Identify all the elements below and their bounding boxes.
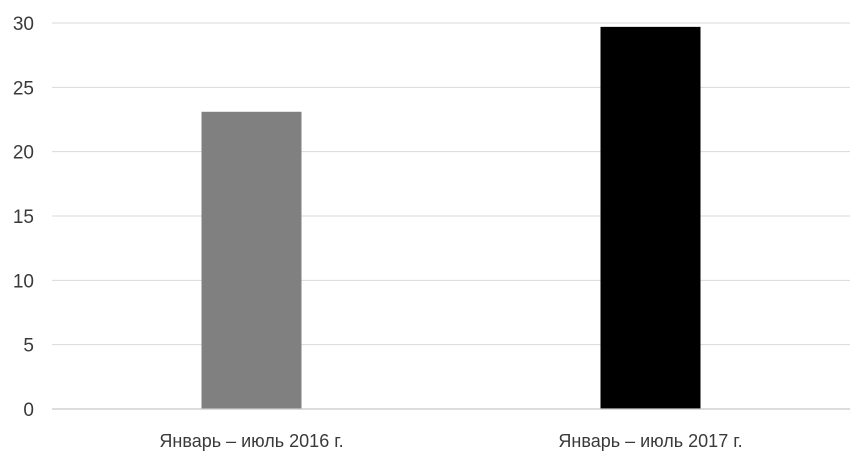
bars	[201, 26, 701, 410]
y-tick-label: 0	[23, 400, 34, 421]
y-axis-tick-labels: 0 5 10 15 20 25 30	[13, 14, 34, 421]
x-tick-label: Январь – июль 2017 г.	[558, 431, 742, 451]
y-tick-label: 10	[13, 271, 34, 292]
x-tick-label: Январь – июль 2016 г.	[159, 431, 343, 451]
y-tick-label: 15	[13, 207, 34, 228]
bar	[201, 111, 302, 409]
y-tick-label: 25	[13, 78, 34, 99]
y-tick-label: 5	[23, 336, 34, 357]
y-tick-label: 30	[13, 14, 34, 35]
x-axis-tick-labels: Январь – июль 2016 г. Январь – июль 2017 …	[159, 431, 742, 451]
y-tick-label: 20	[13, 143, 34, 164]
gridlines	[52, 22, 850, 346]
bar	[600, 26, 701, 410]
